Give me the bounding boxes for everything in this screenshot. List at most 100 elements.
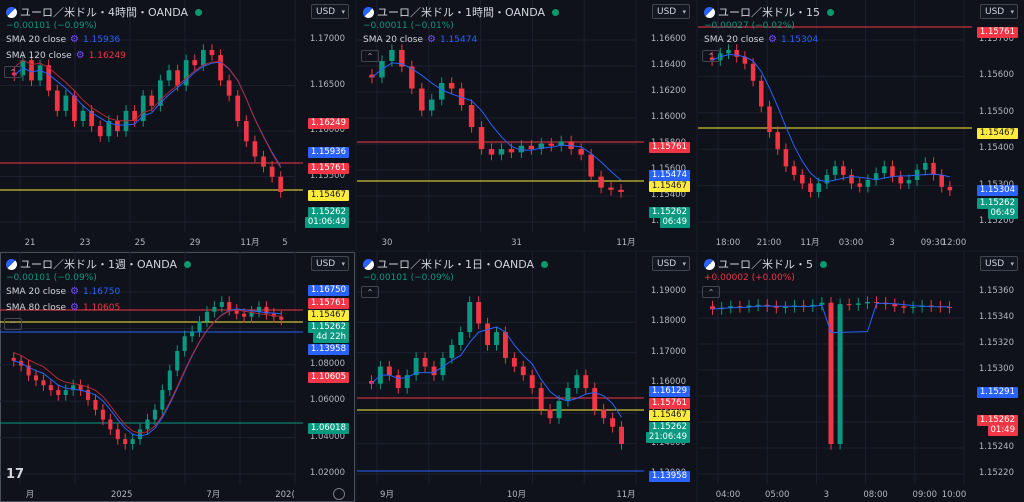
symbol-title[interactable]: ユーロ／米ドル・5 bbox=[704, 256, 827, 272]
candle-body bbox=[518, 145, 525, 153]
currency-select[interactable]: USD ▾ bbox=[980, 4, 1018, 19]
collapse-indicators-icon[interactable]: ⌃ bbox=[361, 50, 379, 62]
y-axis-tick: 1.15220 bbox=[978, 468, 1014, 478]
collapse-indicators-icon[interactable]: ⌃ bbox=[361, 286, 379, 298]
candle-body bbox=[56, 390, 61, 396]
settings-gear-icon[interactable]: ⚙ bbox=[70, 286, 79, 297]
collapse-indicators-icon[interactable]: ⌃ bbox=[702, 50, 720, 62]
price-chart[interactable] bbox=[698, 252, 1024, 502]
candle-body bbox=[48, 385, 53, 391]
candle-body bbox=[468, 105, 475, 128]
chevron-down-icon: ▾ bbox=[682, 260, 686, 268]
candle-body bbox=[601, 409, 607, 419]
symbol-title[interactable]: ユーロ／米ドル・15 bbox=[704, 4, 834, 20]
y-axis-tick: 1.15600 bbox=[650, 164, 686, 174]
candle-body bbox=[467, 302, 473, 333]
settings-gear-icon[interactable]: ⚙ bbox=[75, 50, 85, 61]
candle-body bbox=[278, 176, 284, 192]
price-chart[interactable] bbox=[0, 0, 355, 250]
settings-gear-icon[interactable]: ⚙ bbox=[70, 302, 79, 313]
candle-body bbox=[279, 316, 284, 320]
sma-line bbox=[371, 326, 622, 418]
candle-body bbox=[108, 419, 113, 430]
candle-body bbox=[767, 106, 772, 133]
candle-body bbox=[192, 60, 198, 66]
candle-body bbox=[404, 375, 410, 389]
y-axis-tick: 1.15340 bbox=[978, 312, 1014, 322]
symbol-title[interactable]: ユーロ／米ドル・1時間・OANDA bbox=[363, 4, 560, 20]
candle-body bbox=[946, 306, 952, 308]
chart-panel-p4h[interactable]: ユーロ／米ドル・4時間・OANDA −0.00101 (−0.09%) SMA 20… bbox=[0, 0, 355, 250]
indicator-legend[interactable]: SMA 20 close ⚙ 1.15304 bbox=[704, 34, 818, 45]
indicator-legend[interactable]: SMA 20 close ⚙ 1.16750 bbox=[6, 286, 120, 297]
collapse-indicators-icon[interactable]: ⌃ bbox=[4, 66, 22, 78]
sma-line bbox=[712, 302, 950, 334]
indicator-label: SMA 120 close bbox=[6, 50, 72, 61]
collapse-indicators-icon[interactable]: ⌃ bbox=[702, 286, 720, 298]
candle-body bbox=[619, 426, 624, 444]
candle-body bbox=[882, 166, 887, 174]
candle-body bbox=[160, 390, 165, 410]
reset-chart-icon[interactable] bbox=[333, 488, 345, 500]
y-axis-tick: 1.18000 bbox=[650, 316, 686, 327]
price-label-red: 01:49 bbox=[987, 425, 1018, 436]
currency-select[interactable]: USD ▾ bbox=[652, 4, 690, 19]
price-chart[interactable] bbox=[357, 0, 696, 250]
settings-gear-icon[interactable]: ⚙ bbox=[427, 34, 436, 45]
price-label-green: 1.15262 bbox=[648, 207, 690, 218]
candle-body bbox=[204, 311, 210, 322]
candle-body bbox=[892, 304, 898, 307]
symbol-title-text: ユーロ／米ドル・15 bbox=[718, 6, 820, 19]
chart-panel-p5m[interactable]: ユーロ／米ドル・5 +0.00002 (+0.00%) ⌃ USD ▾ 1.15360 1.… bbox=[698, 252, 1024, 502]
price-chart[interactable] bbox=[357, 252, 696, 502]
candle-body bbox=[212, 306, 217, 312]
price-label-green: 06:49 bbox=[659, 217, 690, 228]
candle-body bbox=[931, 162, 936, 175]
candle-body bbox=[369, 380, 374, 384]
candle-body bbox=[558, 141, 564, 146]
candle-body bbox=[476, 302, 482, 324]
currency-select[interactable]: USD ▾ bbox=[652, 256, 690, 271]
symbol-title[interactable]: ユーロ／米ドル・4時間・OANDA bbox=[6, 4, 203, 20]
indicator-label: SMA 20 close bbox=[6, 34, 66, 45]
price-chart[interactable] bbox=[698, 0, 1024, 250]
candle-body bbox=[140, 95, 146, 121]
y-axis-tick: 1.16500 bbox=[309, 79, 345, 90]
candle-body bbox=[93, 399, 98, 410]
x-axis-tick: 09:00 bbox=[912, 490, 938, 500]
currency-label: USD bbox=[985, 7, 1005, 17]
symbol-title[interactable]: ユーロ／米ドル・1日・OANDA bbox=[363, 256, 549, 272]
settings-gear-icon[interactable]: ⚙ bbox=[768, 34, 777, 45]
y-axis-tick: 1.15600 bbox=[978, 70, 1014, 81]
indicator-legend[interactable]: SMA 120 close ⚙ 1.16249 bbox=[6, 50, 126, 61]
settings-gear-icon[interactable]: ⚙ bbox=[70, 34, 79, 45]
price-label-red: 1.15761 bbox=[648, 398, 690, 409]
candle-body bbox=[369, 74, 375, 78]
indicator-legend[interactable]: SMA 20 close ⚙ 1.15474 bbox=[363, 34, 477, 45]
candle-body bbox=[746, 305, 752, 307]
indicator-value: 1.16249 bbox=[88, 50, 126, 61]
candle-body bbox=[63, 390, 68, 396]
candle-body bbox=[63, 95, 69, 111]
candle-body bbox=[218, 55, 223, 81]
chart-panel-p1w[interactable]: ユーロ／米ドル・1週・OANDA −0.00101 (−0.09%) SMA 20 … bbox=[0, 252, 355, 502]
indicator-legend[interactable]: SMA 20 close ⚙ 1.15936 bbox=[6, 34, 120, 45]
collapse-indicators-icon[interactable]: ⌃ bbox=[4, 318, 22, 330]
chart-panel-p1d[interactable]: ユーロ／米ドル・1日・OANDA −0.00101 (−0.09%) ⌃ USD ▾ 1.… bbox=[357, 252, 696, 502]
candle-body bbox=[556, 400, 562, 419]
symbol-title[interactable]: ユーロ／米ドル・1週・OANDA bbox=[6, 256, 192, 272]
candle-body bbox=[498, 149, 505, 155]
sma-line bbox=[13, 308, 282, 437]
price-chart[interactable] bbox=[0, 252, 355, 502]
currency-select[interactable]: USD ▾ bbox=[311, 4, 349, 19]
indicator-legend[interactable]: SMA 80 close ⚙ 1.10605 bbox=[6, 302, 120, 313]
candle-body bbox=[234, 309, 239, 314]
candle-body bbox=[608, 187, 614, 190]
currency-select[interactable]: USD ▾ bbox=[311, 256, 349, 271]
currency-select[interactable]: USD ▾ bbox=[980, 256, 1018, 271]
chart-panel-p1h[interactable]: ユーロ／米ドル・1時間・OANDA −0.00011 (−0.01%) SMA 20… bbox=[357, 0, 696, 250]
chart-panel-p15m[interactable]: ユーロ／米ドル・15 −0.00027 (−0.02%) SMA 20 close ⚙… bbox=[698, 0, 1024, 250]
candle-body bbox=[226, 80, 232, 96]
price-change: −0.00027 (−0.02%) bbox=[704, 21, 795, 31]
price-label-blue: 1.13958 bbox=[648, 471, 690, 482]
